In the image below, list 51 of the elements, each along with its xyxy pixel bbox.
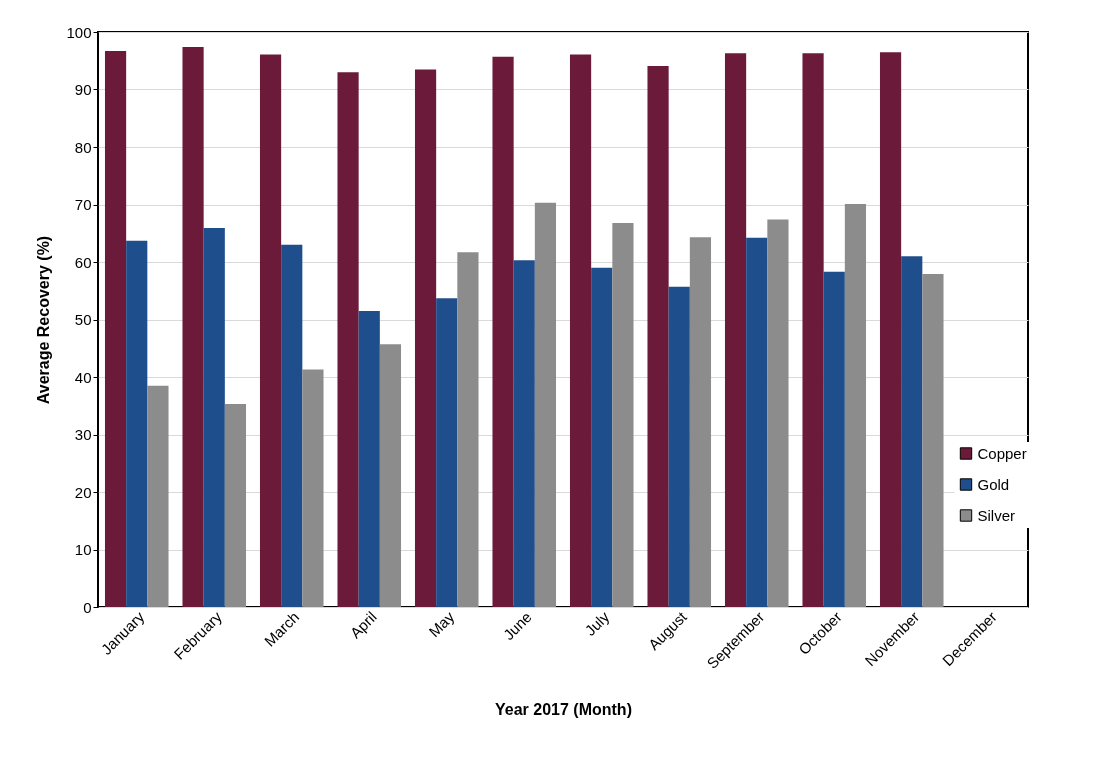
y-tick-label: 40 <box>74 368 92 386</box>
bar <box>767 219 789 607</box>
bar <box>612 222 634 607</box>
bar <box>922 274 944 607</box>
bar <box>126 240 148 607</box>
bar <box>436 298 458 607</box>
y-tick-label: 30 <box>74 426 92 443</box>
bar <box>302 369 324 607</box>
bar <box>823 271 845 607</box>
y-axis-title: Average Recovery (%) <box>35 235 53 405</box>
x-tick-label: May <box>425 607 458 641</box>
bar <box>534 202 557 607</box>
x-axis-title: Year 2017 (Month) <box>495 700 632 718</box>
y-tick-label: 10 <box>74 541 92 558</box>
bar <box>879 52 902 607</box>
bar <box>259 54 282 607</box>
y-tick-label: 0 <box>83 598 92 616</box>
bar <box>492 56 514 607</box>
y-tick-label: 90 <box>74 81 92 98</box>
bar <box>203 228 225 607</box>
y-tick-label: 50 <box>74 311 92 328</box>
y-tick-label: 70 <box>74 196 92 213</box>
bar <box>224 404 247 607</box>
bar <box>668 286 690 607</box>
bar <box>147 385 169 607</box>
bar <box>281 244 303 607</box>
bar <box>569 54 592 607</box>
y-tick-label: 20 <box>74 483 92 501</box>
bar <box>689 237 712 607</box>
bar <box>746 237 768 607</box>
bar <box>591 267 613 607</box>
legend-label: Silver <box>977 506 1016 524</box>
y-tick-label: 60 <box>74 253 92 271</box>
bar <box>647 65 669 607</box>
legend-label: Gold <box>977 475 1010 493</box>
bar <box>901 256 923 607</box>
bar <box>724 53 747 607</box>
legend-label: Copper <box>977 444 1027 462</box>
bar <box>337 72 359 607</box>
bar <box>182 46 204 607</box>
bar <box>802 53 824 607</box>
bar <box>414 69 437 607</box>
bar <box>358 310 380 607</box>
bar <box>844 203 867 607</box>
bar <box>104 50 127 607</box>
bar <box>457 252 479 607</box>
bar <box>513 260 535 607</box>
y-tick-label: 80 <box>74 138 92 156</box>
bar <box>379 344 402 607</box>
y-tick-label: 100 <box>66 23 92 41</box>
x-tick-label: July <box>581 607 613 639</box>
